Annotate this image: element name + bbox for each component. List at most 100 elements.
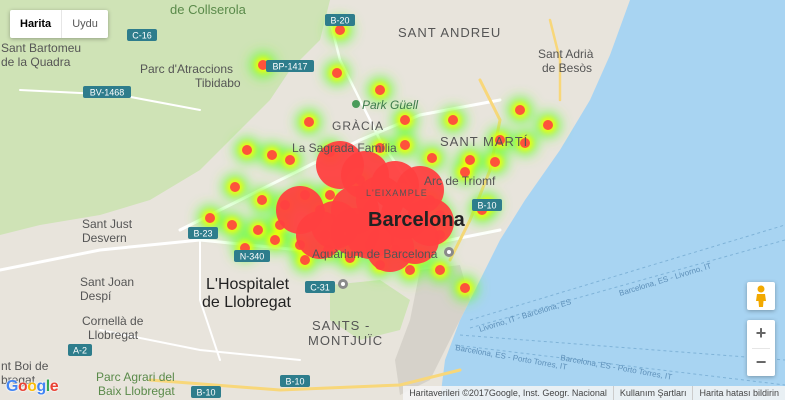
heat-point-core: [285, 155, 295, 165]
label-sagrada: La Sagrada Família: [292, 141, 397, 155]
label-sants-1: SANTS -: [312, 318, 370, 333]
heat-point-core: [227, 220, 237, 230]
label-bartomeu-1: Sant Bartomeu: [1, 41, 81, 55]
montjuic-park: [330, 280, 410, 340]
heat-point-core: [427, 153, 437, 163]
terms-link[interactable]: Kullanım Şartları: [612, 386, 693, 400]
heat-point-core: [375, 85, 385, 95]
label-park-guell: Park Güell: [362, 98, 418, 112]
label-tibidabo-1: Parc d'Atraccions: [140, 62, 233, 76]
label-sant-marti: SANT MARTÍ: [440, 134, 528, 149]
zoom-out-button[interactable]: −: [755, 352, 767, 372]
label-eixample: L'EIXAMPLE: [366, 188, 428, 198]
road-shield: B-20: [325, 14, 355, 26]
label-bartomeu-2: de la Quadra: [1, 55, 71, 69]
label-cornella-1: Cornellà de: [82, 314, 144, 328]
road-shield: A-2: [68, 344, 92, 356]
park-icon: [352, 100, 360, 108]
svg-text:BV-1468: BV-1468: [90, 88, 125, 98]
report-error-link[interactable]: Harita hatası bildirin: [692, 386, 785, 400]
heat-point-core: [267, 150, 277, 160]
zoom-divider: [752, 348, 770, 349]
svg-text:N-340: N-340: [240, 252, 265, 262]
map-attribution: Haritaverileri ©2017Google, Inst. Geogr.…: [409, 388, 607, 398]
road-shield: BV-1468: [83, 86, 131, 98]
label-parc-agrari-2: Baix Llobregat: [98, 384, 175, 398]
heat-point-core: [400, 140, 410, 150]
road-shield: C-31: [305, 281, 335, 293]
heat-point-core: [543, 120, 553, 130]
shipping-routes: [454, 224, 785, 386]
heat-point-core: [448, 115, 458, 125]
svg-text:C-16: C-16: [132, 31, 152, 41]
label-parc-agrari-1: Parc Agrari del: [96, 370, 175, 384]
street-view-control[interactable]: [747, 282, 775, 310]
heat-point-core: [465, 155, 475, 165]
heat-core-blob: [276, 186, 324, 234]
heat-point-core: [253, 225, 263, 235]
aquarium-icon: [444, 247, 454, 257]
heat-point-core: [300, 255, 310, 265]
label-collserola: de Collserola: [170, 2, 247, 17]
heat-point-core: [258, 60, 268, 70]
label-cornella-2: Llobregat: [88, 328, 139, 342]
sea: [440, 0, 785, 400]
label-sant-just-2: Desvern: [82, 231, 127, 245]
label-adria-2: de Besòs: [542, 61, 592, 75]
svg-text:C-31: C-31: [310, 283, 330, 293]
svg-text:BP-1417: BP-1417: [272, 62, 307, 72]
svg-text:B-10: B-10: [196, 388, 215, 398]
map-type-map-button[interactable]: Harita: [20, 18, 52, 30]
heat-point-core: [495, 135, 505, 145]
heat-point-core: [490, 157, 500, 167]
map-type-control: Harita Uydu: [10, 10, 108, 38]
heat-point-core: [515, 105, 525, 115]
heat-point-core: [242, 145, 252, 155]
road-shield: BP-1417: [266, 60, 314, 72]
road-shields: B-20 C-16 BP-1417 BV-1468 B-23 N-340 C-31 B-10 A…: [68, 14, 502, 398]
heat-point-core: [435, 265, 445, 275]
label-sants-2: MONTJUÏC: [308, 333, 383, 348]
google-logo[interactable]: Google: [6, 378, 59, 395]
label-sant-andreu: SANT ANDREU: [398, 25, 501, 40]
road-shield: C-16: [127, 29, 157, 41]
heat-point-core: [335, 25, 345, 35]
heat-point-core: [304, 117, 314, 127]
heat-point-core: [460, 283, 470, 293]
svg-text:A-2: A-2: [73, 346, 87, 356]
heat-point-core: [375, 143, 385, 153]
heat-point-core: [400, 115, 410, 125]
heat-point-core: [205, 213, 215, 223]
road-shield: B-10: [472, 199, 502, 211]
label-barcelona: Barcelona: [368, 209, 466, 231]
label-hospitalet-2: de Llobregat: [202, 294, 292, 311]
heat-point-core: [460, 167, 470, 177]
label-aquarium: Aquàrium de Barcelona: [312, 247, 438, 261]
heat-point-core: [257, 195, 267, 205]
svg-text:B-23: B-23: [193, 229, 212, 239]
label-tibidabo-2: Tibidabo: [195, 76, 241, 90]
port: [395, 265, 470, 395]
label-boi-2: bregat: [1, 373, 36, 387]
heat-point-core: [332, 68, 342, 78]
road-shield: B-23: [188, 227, 218, 239]
heat-point-core: [325, 190, 335, 200]
collserola-park: [0, 0, 330, 235]
zoom-control: + −: [747, 320, 775, 376]
map-footer: Haritaverileri ©2017Google, Inst. Geogr.…: [403, 386, 785, 400]
label-boi-1: nt Boi de: [1, 359, 49, 373]
label-sant-joan-1: Sant Joan: [80, 275, 134, 289]
label-gracia: GRÀCIA: [332, 118, 384, 133]
svg-text:B-20: B-20: [330, 16, 349, 26]
svg-text:B-10: B-10: [477, 201, 496, 211]
zoom-in-button[interactable]: +: [755, 323, 767, 343]
label-sant-joan-2: Despí: [80, 289, 112, 303]
road-shield: N-340: [234, 250, 270, 262]
heat-point-core: [270, 235, 280, 245]
label-sant-just-1: Sant Just: [82, 217, 133, 231]
heat-point-core: [520, 138, 530, 148]
map-type-satellite-button[interactable]: Uydu: [61, 10, 108, 38]
road-shield: B-10: [191, 386, 221, 398]
svg-text:B-10: B-10: [285, 377, 304, 387]
